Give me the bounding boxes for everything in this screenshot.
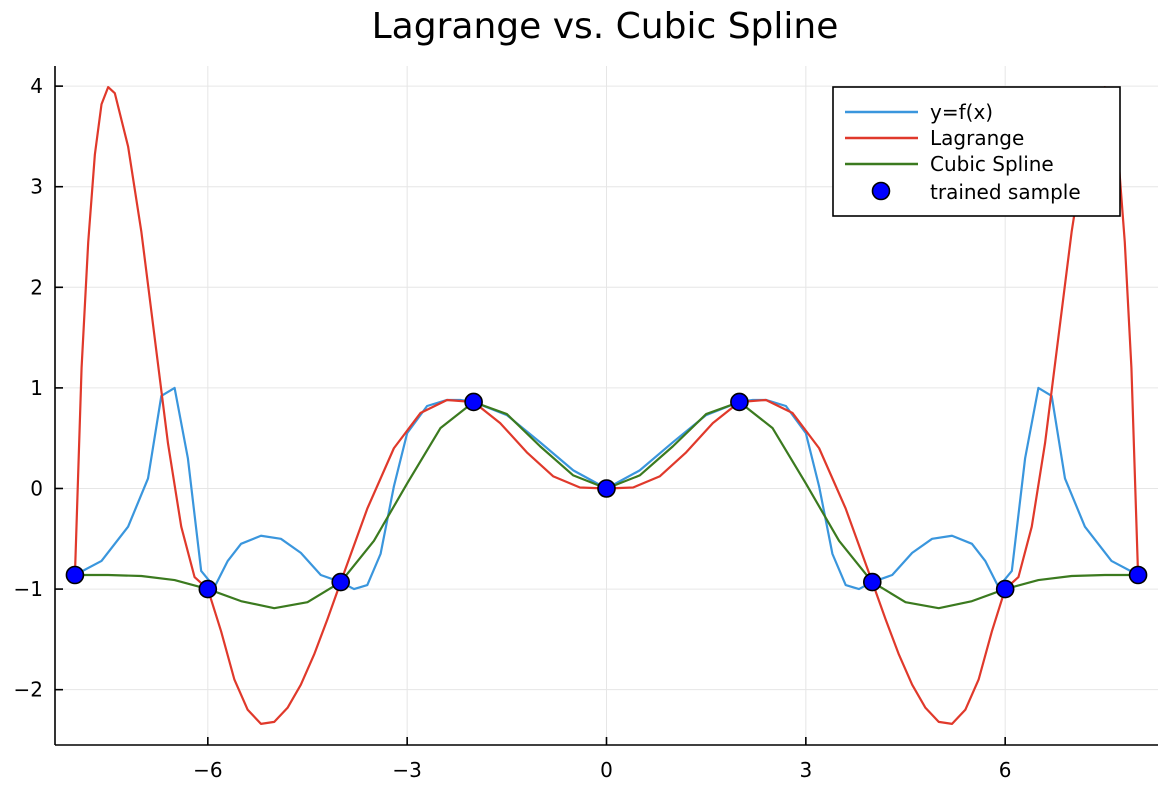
sample-point [730, 392, 749, 412]
legend-item-spline: Cubic Spline [845, 152, 1054, 176]
y-tick-label: 4 [30, 74, 43, 98]
x-tick-label: −3 [392, 758, 421, 782]
sample-point [995, 579, 1015, 599]
sample-point [862, 572, 882, 592]
x-tick-label: 6 [999, 758, 1012, 782]
sample-point [1128, 565, 1148, 585]
y-tick-label: 3 [30, 175, 43, 199]
legend-item-f: y=f(x) [845, 100, 993, 124]
sample-point [464, 392, 483, 412]
legend-item-lagrange: Lagrange [845, 126, 1024, 150]
legend: y=f(x) Lagrange Cubic Spline trained sam… [832, 86, 1121, 217]
legend-item-samples: trained sample [871, 180, 1081, 204]
legend-label-spline: Cubic Spline [930, 152, 1054, 176]
y-tick-label: −1 [14, 577, 43, 601]
legend-label-lagrange: Lagrange [930, 126, 1024, 150]
sample-point [198, 579, 218, 599]
y-tick-label: 2 [30, 275, 43, 299]
x-tick-label: 3 [799, 758, 812, 782]
y-tick-label: 0 [30, 476, 43, 500]
legend-label-samples: trained sample [930, 180, 1081, 204]
legend-swatch-samples [871, 181, 891, 201]
y-tick-label: 1 [30, 376, 43, 400]
y-tick-label: −2 [14, 678, 43, 702]
x-tick-label: 0 [600, 758, 613, 782]
chart-title: Lagrange vs. Cubic Spline [372, 6, 839, 47]
x-tick-label: −6 [193, 758, 222, 782]
sample-point [597, 479, 616, 498]
series-layer [65, 86, 1148, 725]
sample-point [65, 565, 85, 585]
sample-point [331, 572, 351, 592]
tick-labels: −6 −3 0 3 6 −2 −1 0 1 2 3 4 [14, 74, 1012, 782]
legend-label-f: y=f(x) [930, 100, 993, 124]
